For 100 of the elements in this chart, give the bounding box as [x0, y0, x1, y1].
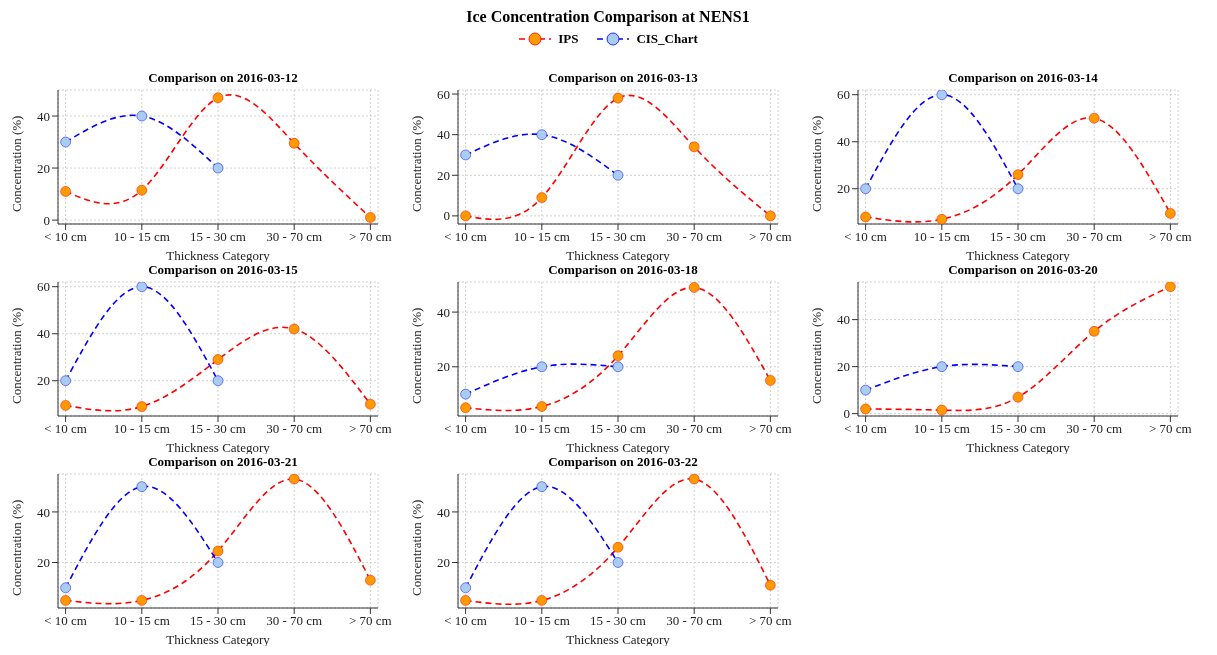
y-axis-title: Concentration (%): [8, 307, 24, 404]
point: [1164, 282, 1176, 293]
x-tick-label: 15 - 30 cm: [190, 421, 246, 437]
point: [1164, 208, 1176, 219]
x-tick-label: 10 - 15 cm: [913, 229, 970, 245]
x-tick-label: 10 - 15 cm: [113, 613, 170, 629]
point: [688, 282, 700, 293]
point: [612, 361, 624, 373]
x-axis-title: Thickness Category: [566, 440, 671, 455]
x-tick-label: > 70 cm: [749, 613, 792, 629]
point: [212, 545, 224, 557]
legend-label: CIS_Chart: [636, 31, 698, 47]
point: [364, 398, 376, 410]
x-tick-label: < 10 cm: [44, 613, 87, 629]
y-tick-label: 20: [837, 181, 850, 197]
y-tick-label: 20: [837, 359, 850, 375]
y-axis-title: Concentration (%): [8, 499, 24, 596]
point: [936, 213, 948, 224]
point: [936, 90, 948, 101]
x-tick-label: 15 - 30 cm: [990, 229, 1046, 245]
point: [288, 474, 300, 485]
x-tick-label: 30 - 70 cm: [266, 229, 323, 245]
x-tick-label: > 70 cm: [349, 229, 392, 245]
x-tick-label: < 10 cm: [444, 421, 487, 437]
point: [1012, 361, 1024, 373]
y-tick-label: 40: [437, 127, 450, 143]
point: [1088, 112, 1100, 124]
point: [60, 595, 72, 606]
point: [536, 401, 548, 412]
chart-title: Comparison on 2016-03-22: [547, 454, 699, 470]
chart-title: Comparison on 2016-03-13: [547, 70, 699, 86]
y-tick-label: 60: [437, 86, 450, 102]
y-tick-label: 20: [437, 555, 450, 571]
chart-title: Comparison on 2016-03-20: [947, 262, 1099, 278]
point: [60, 582, 72, 594]
point: [460, 595, 472, 606]
point: [460, 388, 472, 400]
point: [136, 184, 148, 196]
point: [212, 354, 224, 365]
y-axis-title: Concentration (%): [408, 115, 424, 212]
x-tick-label: > 70 cm: [1149, 421, 1192, 437]
point: [136, 481, 148, 493]
x-tick-label: 15 - 30 cm: [590, 613, 646, 629]
point: [212, 162, 224, 174]
y-tick-label: 40: [837, 312, 850, 328]
point: [860, 384, 872, 396]
point: [212, 375, 224, 387]
x-axis-title: Thickness Category: [566, 248, 671, 263]
point: [60, 375, 72, 387]
point: [612, 541, 624, 553]
x-tick-label: 30 - 70 cm: [666, 613, 723, 629]
point: [860, 183, 872, 195]
point: [612, 350, 624, 362]
x-tick-label: 15 - 30 cm: [990, 421, 1046, 437]
point: [764, 210, 776, 222]
point: [536, 595, 548, 606]
point: [288, 137, 300, 149]
x-tick-label: 15 - 30 cm: [590, 229, 646, 245]
point: [212, 92, 224, 104]
point: [212, 557, 224, 568]
x-tick-label: 15 - 30 cm: [590, 421, 646, 437]
chart-title: Comparison on 2016-03-12: [147, 70, 299, 86]
x-axis-title: Thickness Category: [166, 632, 271, 647]
y-tick-label: 0: [843, 406, 850, 422]
y-axis-title: Concentration (%): [408, 307, 424, 404]
x-axis-title: Thickness Category: [566, 632, 671, 647]
point: [536, 192, 548, 204]
y-tick-label: 40: [437, 504, 450, 520]
chart-title: Comparison on 2016-03-14: [947, 70, 1099, 86]
y-axis-title: Concentration (%): [408, 499, 424, 596]
x-tick-label: 30 - 70 cm: [266, 421, 323, 437]
point: [460, 149, 472, 161]
x-tick-label: 15 - 30 cm: [190, 613, 246, 629]
x-tick-label: > 70 cm: [749, 229, 792, 245]
y-tick-label: 40: [37, 108, 50, 124]
y-tick-label: 0: [43, 212, 50, 228]
y-tick-label: 60: [837, 87, 850, 103]
x-tick-label: < 10 cm: [44, 229, 87, 245]
point: [460, 402, 472, 414]
y-tick-label: 20: [37, 373, 50, 389]
point: [60, 136, 72, 148]
point: [612, 92, 624, 104]
x-axis-title: Thickness Category: [966, 440, 1071, 455]
x-tick-label: 30 - 70 cm: [666, 229, 723, 245]
legend-label: IPS: [558, 31, 579, 47]
point: [1012, 183, 1024, 195]
point: [288, 323, 300, 335]
x-tick-label: > 70 cm: [1149, 229, 1192, 245]
x-axis-title: Thickness Category: [166, 248, 271, 263]
text: Ice Concentration Comparison at NENS1: [465, 8, 751, 26]
x-tick-label: 15 - 30 cm: [190, 229, 246, 245]
y-axis-title: Concentration (%): [808, 115, 824, 212]
x-tick-label: 10 - 15 cm: [913, 421, 970, 437]
y-axis-title: Concentration (%): [808, 307, 824, 404]
point: [536, 129, 548, 141]
point: [612, 169, 624, 181]
x-tick-label: > 70 cm: [349, 613, 392, 629]
y-tick-label: 60: [37, 279, 50, 295]
point: [536, 361, 548, 373]
x-tick-label: < 10 cm: [844, 421, 887, 437]
